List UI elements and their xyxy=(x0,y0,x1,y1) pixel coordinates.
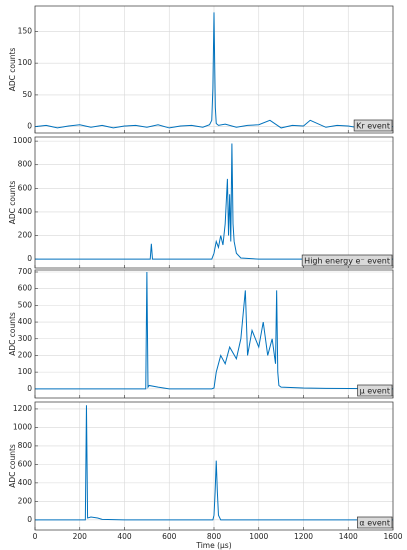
x-tick-label: 0 xyxy=(33,532,38,541)
event-box xyxy=(301,254,393,267)
event-label: α event xyxy=(357,516,393,529)
plot-frame xyxy=(34,136,394,269)
y-tick-label: 1000 xyxy=(13,136,32,145)
y-tick-label: 600 xyxy=(18,183,33,192)
y-tick-label: 200 xyxy=(18,496,33,505)
y-axis-label: ADC counts xyxy=(8,48,17,92)
y-axis-label: ADC counts xyxy=(8,444,17,488)
x-tick-label: 400 xyxy=(117,532,132,541)
y-tick-label: 800 xyxy=(18,441,33,450)
event-box xyxy=(353,119,393,132)
y-tick-label: 200 xyxy=(18,231,33,240)
plot-frame xyxy=(34,401,394,531)
y-tick-label: 800 xyxy=(18,160,33,169)
x-tick-label: 200 xyxy=(73,532,88,541)
x-tick-label: 600 xyxy=(162,532,177,541)
y-axis-label: ADC counts xyxy=(8,312,17,356)
y-axis-label: ADC counts xyxy=(8,181,17,225)
x-axis-label: Time (μs) xyxy=(195,541,231,550)
signal-line xyxy=(35,271,394,390)
event-box xyxy=(357,516,393,529)
y-tick-label: 400 xyxy=(18,317,33,326)
y-tick-label: 1200 xyxy=(13,404,32,413)
x-tick-label: 1200 xyxy=(294,532,313,541)
y-tick-label: 600 xyxy=(18,459,33,468)
plot-frame xyxy=(34,5,394,134)
y-tick-label: 0 xyxy=(27,122,32,131)
plot-frame xyxy=(34,269,394,399)
event-text: α event xyxy=(359,519,390,528)
y-tick-label: 0 xyxy=(27,515,32,524)
event-text: μ event xyxy=(360,387,390,396)
y-tick-label: 300 xyxy=(18,334,33,343)
y-tick-label: 0 xyxy=(27,254,32,263)
x-tick-label: 1400 xyxy=(339,532,358,541)
y-tick-label: 0 xyxy=(27,384,32,393)
signal-line xyxy=(34,12,394,129)
y-tick-label: 700 xyxy=(18,267,33,276)
event-label: High energy e⁻ event xyxy=(301,254,393,267)
y-tick-label: 400 xyxy=(18,478,33,487)
signal-line xyxy=(35,143,393,260)
y-tick-label: 200 xyxy=(18,350,33,359)
y-tick-label: 400 xyxy=(18,207,33,216)
event-box xyxy=(357,384,393,397)
y-tick-label: 600 xyxy=(18,284,33,293)
event-text: Kr event xyxy=(356,122,390,131)
event-label: μ event xyxy=(357,384,393,397)
y-tick-label: 50 xyxy=(22,90,32,99)
y-tick-label: 100 xyxy=(18,58,33,67)
y-tick-label: 100 xyxy=(18,367,33,376)
y-tick-label: 500 xyxy=(18,300,33,309)
signal-line xyxy=(35,405,393,521)
x-tick-label: 1000 xyxy=(249,532,268,541)
y-tick-label: 1000 xyxy=(13,422,32,431)
event-text: High energy e⁻ event xyxy=(304,257,390,266)
y-tick-label: 150 xyxy=(18,26,33,35)
x-tick-label: 1600 xyxy=(383,532,402,541)
x-tick-label: 800 xyxy=(207,532,222,541)
event-label: Kr event xyxy=(353,119,393,132)
